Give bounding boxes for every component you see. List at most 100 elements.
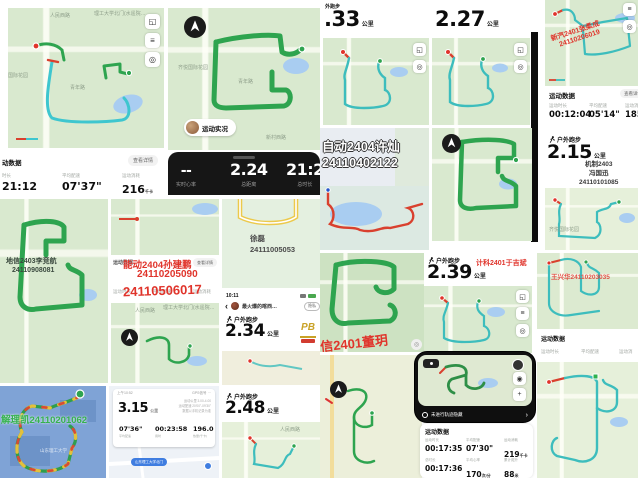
live-status-pill[interactable]: 运动实况 [184, 119, 236, 136]
route-map-svg [439, 295, 505, 344]
route-map-svg [340, 49, 408, 110]
north-arrow-icon [447, 137, 456, 148]
route-map-svg [552, 197, 635, 240]
overlay-red-text: 计科2401于吉斌 [476, 260, 527, 267]
distance-unit: 公里 [486, 22, 499, 28]
fullscreen-button[interactable]: ◱ [145, 14, 160, 29]
fullscreen-button[interactable]: ◱ [514, 43, 527, 56]
end-dot [512, 156, 520, 164]
route-map: ◱ ≡ ◎ [424, 286, 532, 353]
layers-button[interactable]: ≡ [623, 3, 636, 16]
gps-dots-icon: ⋯ [207, 391, 212, 395]
stat-label: 运动时长 [113, 289, 131, 294]
stat-label: 平均配速 [581, 349, 599, 354]
layers-icon: ≡ [627, 6, 632, 13]
runner-icon [226, 316, 232, 323]
run-card-234-phone: 10:11 ‹ 最火爆的喀西… 隐私 户外跑步 2.34 公里 PB [222, 291, 320, 385]
layers-button[interactable]: ≡ [145, 33, 160, 48]
view-details-button[interactable]: 查看详情 [127, 155, 158, 166]
fullscreen-button[interactable]: ◱ [516, 290, 529, 303]
route-path [21, 218, 67, 258]
poi-pill[interactable]: 山东理工大学北门 [131, 458, 167, 466]
route-map-svg [211, 32, 309, 111]
start-dot [439, 295, 445, 301]
locate-button[interactable]: ◎ [516, 324, 529, 337]
map-bottom: 人民西路 理工大学北门(水遥院… [111, 303, 219, 383]
distance-unit: 公里 [266, 409, 279, 415]
run-card-248: 户外跑步 2.48 公里 人民西路 [222, 388, 320, 478]
activity-label: 外跑步 [325, 4, 341, 10]
start-dot [445, 49, 451, 55]
stat-value: 00:17:35 [425, 444, 463, 453]
activity-label: 户外跑步 [557, 138, 582, 144]
start-dot [247, 435, 253, 441]
zoom-button[interactable]: + [513, 388, 526, 401]
start-dot [32, 42, 40, 50]
start-dot [552, 197, 558, 203]
stat-label: 运动消 [625, 103, 638, 108]
layers-icon: ≡ [520, 310, 525, 317]
map-chip [423, 359, 439, 368]
route-map: 新汽2401张柔成 24110206019 ≡ ◎ [545, 0, 638, 86]
lake [487, 307, 505, 317]
map-label: 齐悦国际花园 [549, 227, 580, 233]
route-path [444, 364, 486, 390]
lake [390, 67, 408, 77]
activity-row: 户外跑步 [428, 256, 460, 265]
stat-label: 运动时长 [541, 349, 559, 354]
stat-value: 00:17:36 [425, 464, 463, 473]
compass-button[interactable] [330, 381, 347, 398]
privacy-bar[interactable]: 未进行轨迹隐藏 › [415, 408, 535, 422]
locate-button[interactable]: ◎ [413, 60, 426, 73]
end-dot [377, 58, 383, 64]
view-details-button[interactable]: 查看详情 [193, 258, 217, 267]
stat-label: 平均配速 [589, 103, 607, 108]
stat-label: 运动消 [619, 349, 633, 354]
run-card-227: 2.27 公里 ◱ ◎ [432, 0, 530, 125]
layers-button[interactable]: ≡ [516, 307, 529, 320]
app-header: ‹ 最火爆的喀西… 隐私 [222, 300, 320, 312]
back-button[interactable]: ‹ [225, 300, 228, 311]
route-map-svg [445, 49, 508, 108]
avatar [512, 359, 524, 371]
route-path [563, 374, 619, 413]
activity-label: 户外跑步 [234, 395, 259, 401]
workout-stats-card: 运动数据 运动时长 00:17:35 平均配速 07'30" 运动消耗 219千… [420, 424, 533, 478]
fullscreen-icon: ◱ [517, 46, 524, 54]
heart-rate-label: 实时心率 [176, 182, 197, 188]
fullscreen-button[interactable]: ◱ [413, 43, 426, 56]
locate-icon: ◎ [416, 63, 423, 71]
start-dot [546, 260, 552, 266]
route-path [442, 300, 491, 344]
run-card-315: 上午10:52 GPS信号 ⋯ 3.15 公里 运动公里 3.00-4.00 运动配… [109, 386, 219, 478]
locate-icon: ◎ [519, 327, 526, 335]
compass-button[interactable] [121, 329, 138, 346]
privacy-badge[interactable]: 隐私 [304, 301, 320, 311]
stat-value: 07'30" [466, 444, 494, 453]
overlay-name-text: 机制2403 冯国迅 24110101085 [579, 161, 619, 186]
run-card-dongyue: 信2401董玥 ◎ [320, 253, 424, 352]
locate-button[interactable]: ◎ [145, 52, 160, 67]
route-map-svg [145, 336, 207, 366]
map-label: 理工大学北门(水遥院… [94, 11, 146, 17]
map-label: 山东理工大学 [40, 448, 67, 453]
route-map: 王兴华24110203035 [537, 253, 638, 329]
map-label: 齐悦国际花园 [178, 65, 209, 71]
overlay-name-text: 地信2403李竞航 24110908081 [6, 258, 57, 275]
drag-handle[interactable] [233, 156, 255, 159]
north-arrow-icon [190, 20, 200, 32]
compass-button[interactable] [184, 16, 206, 38]
route-red-segment [325, 398, 333, 404]
view-details-button[interactable]: 查看详情 [620, 89, 638, 98]
settings-button[interactable]: ◎ [411, 339, 422, 350]
stats-strip-faint: 运动数据 查看详情 运动时长 平均配速 运动消耗 [111, 255, 219, 303]
compass-button[interactable] [442, 134, 461, 153]
distance-value: 2.48 [225, 398, 265, 418]
capture-button[interactable]: ◉ [513, 372, 526, 385]
run-card-233: 外跑步 .33 公里 ◱ ◎ [323, 0, 429, 125]
activity-row: 户外跑步 [226, 392, 258, 401]
locate-button[interactable]: ◎ [623, 20, 636, 33]
locate-button[interactable]: ◎ [514, 60, 527, 73]
